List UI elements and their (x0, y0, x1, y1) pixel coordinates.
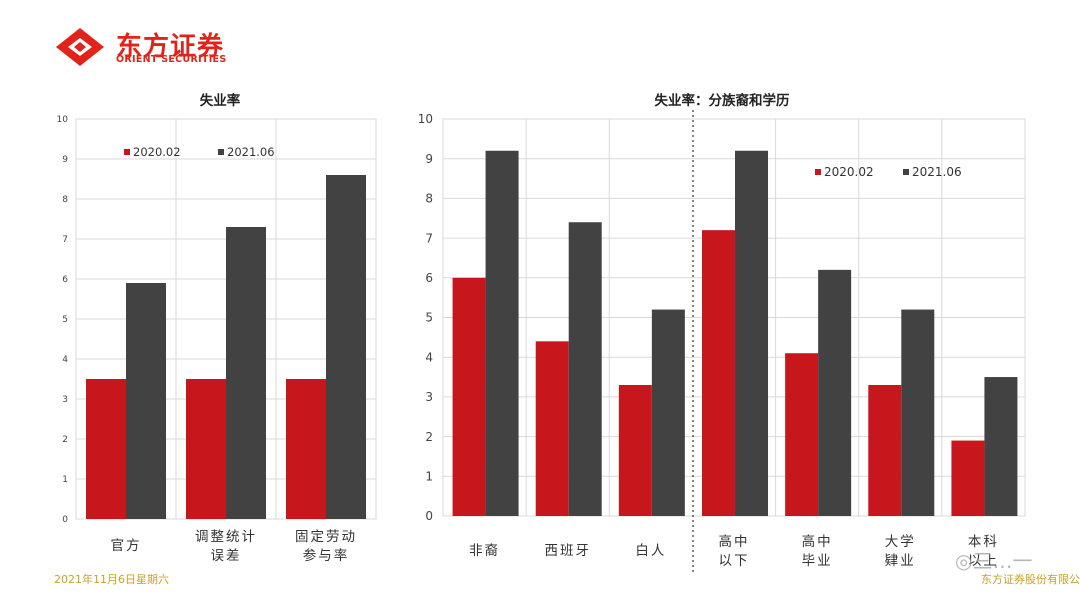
x-tick-label: 本科以上 (968, 534, 999, 569)
legend-label: 2020.02 (824, 165, 874, 179)
footer-date: 2021年11月6日星期六 (54, 573, 169, 586)
chart-2: 0 1 2 3 4 5 6 7 8 9 10 非裔 西班牙 白人 高中以下 高中毕业 大学肄业 本科以上 2020.… (418, 92, 1026, 572)
y-tick-label: 4 (62, 355, 68, 365)
legend-swatch (218, 149, 224, 155)
y-tick-label: 5 (425, 311, 433, 325)
y-tick-label: 8 (62, 195, 68, 205)
y-tick-label: 9 (425, 152, 433, 166)
y-tick-label: 1 (62, 475, 68, 485)
y-tick-label: 8 (425, 192, 433, 206)
y-tick-label: 4 (425, 350, 433, 364)
watermark: ◎三…一 (955, 545, 1032, 574)
legend-swatch (903, 169, 909, 175)
y-tick-label: 0 (425, 509, 433, 523)
bar (951, 440, 985, 516)
bar (326, 175, 366, 519)
bar (618, 384, 652, 516)
bar (868, 384, 902, 516)
bar (984, 377, 1018, 516)
y-tick-label: 10 (418, 112, 433, 126)
x-tick-label: 官方 (111, 538, 142, 554)
y-tick-label: 2 (425, 430, 433, 444)
y-tick-label: 3 (62, 395, 68, 405)
legend-label: 2021.06 (912, 165, 962, 179)
bar (735, 150, 768, 516)
bar (226, 227, 266, 519)
y-tick-label: 10 (57, 115, 69, 125)
bar (818, 269, 852, 516)
y-tick-label: 9 (62, 155, 68, 165)
y-tick-label: 5 (62, 315, 68, 325)
y-tick-label: 2 (62, 435, 68, 445)
footer-company: 东方证券股份有限公 (981, 573, 1080, 586)
bar (86, 379, 126, 519)
x-tick-label: 高中以下 (719, 533, 750, 569)
y-tick-label: 3 (425, 390, 433, 404)
y-tick-label: 1 (425, 470, 433, 484)
x-tick-label: 白人 (635, 543, 666, 559)
bar (651, 309, 685, 516)
chart-title: 失业率 (200, 92, 241, 109)
bar (535, 341, 569, 516)
bar (286, 379, 326, 519)
orient-logo-icon (56, 28, 104, 66)
watermark-text: 三…一 (972, 549, 1033, 573)
orient-securities-logo: 东方证券 ORIENT SECURITIES (52, 26, 252, 68)
legend-swatch (124, 149, 130, 155)
brand-name-cn: 东方证券 (116, 32, 225, 62)
x-tick-label: 固定劳动参与率 (295, 529, 357, 564)
bar (485, 150, 519, 516)
x-tick-label: 非裔 (469, 542, 500, 559)
brand-name-en: ORIENT SECURITIES (116, 54, 227, 65)
bar (452, 277, 486, 516)
y-tick-label: 7 (425, 231, 433, 245)
bar (186, 379, 226, 519)
legend-label: 2021.06 (227, 145, 275, 159)
bar (785, 353, 819, 516)
chart-1: 0 1 2 3 4 5 6 7 8 9 10 官方 调整统计误差 固定劳动参与率 2020.02 2021.0… (57, 92, 377, 564)
bar (568, 222, 602, 516)
bar (702, 230, 735, 516)
bar (126, 283, 166, 519)
x-tick-label: 高中毕业 (802, 533, 833, 569)
y-tick-label: 0 (62, 515, 68, 525)
x-tick-label: 大学肄业 (885, 534, 916, 569)
y-tick-label: 7 (62, 235, 68, 245)
legend-label: 2020.02 (133, 145, 181, 159)
legend-swatch (815, 169, 821, 175)
y-tick-label: 6 (425, 271, 433, 285)
wechat-icon: ◎ (955, 549, 973, 573)
x-tick-label: 西班牙 (544, 543, 591, 559)
bar (901, 309, 935, 516)
y-tick-label: 6 (62, 275, 68, 285)
x-tick-label: 调整统计误差 (195, 529, 257, 564)
chart-title: 失业率：分族裔和学历 (655, 92, 790, 109)
